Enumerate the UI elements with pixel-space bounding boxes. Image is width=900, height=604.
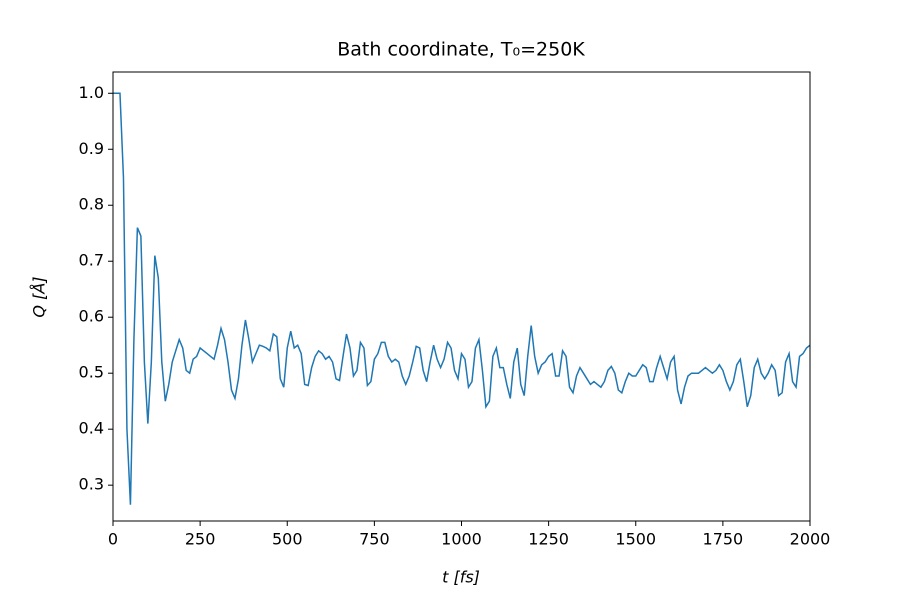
y-tick-label: 0.7 xyxy=(79,251,104,270)
x-axis-label: t [fs] xyxy=(442,568,480,587)
y-tick-label: 0.9 xyxy=(79,139,104,158)
x-tick-label: 500 xyxy=(272,530,303,549)
x-tick-label: 0 xyxy=(108,530,118,549)
x-tick-label: 1000 xyxy=(441,530,482,549)
y-tick-label: 0.8 xyxy=(79,195,104,214)
x-tick-label: 1750 xyxy=(703,530,744,549)
x-tick-label: 2000 xyxy=(790,530,831,549)
x-tick-label: 1500 xyxy=(615,530,656,549)
y-tick-label: 0.4 xyxy=(79,419,104,438)
y-axis-label: Q [Å] xyxy=(30,276,49,317)
x-tick-label: 250 xyxy=(185,530,216,549)
plot-frame xyxy=(112,71,811,522)
chart-title: Bath coordinate, T₀=250K xyxy=(337,39,585,61)
data-line xyxy=(113,92,810,505)
x-tick-label: 1250 xyxy=(528,530,569,549)
y-tick-label: 0.6 xyxy=(79,307,104,326)
y-tick-label: 1.0 xyxy=(79,83,104,102)
y-tick-label: 0.5 xyxy=(79,363,104,382)
x-tick-label: 750 xyxy=(359,530,390,549)
y-tick-label: 0.3 xyxy=(79,475,104,494)
